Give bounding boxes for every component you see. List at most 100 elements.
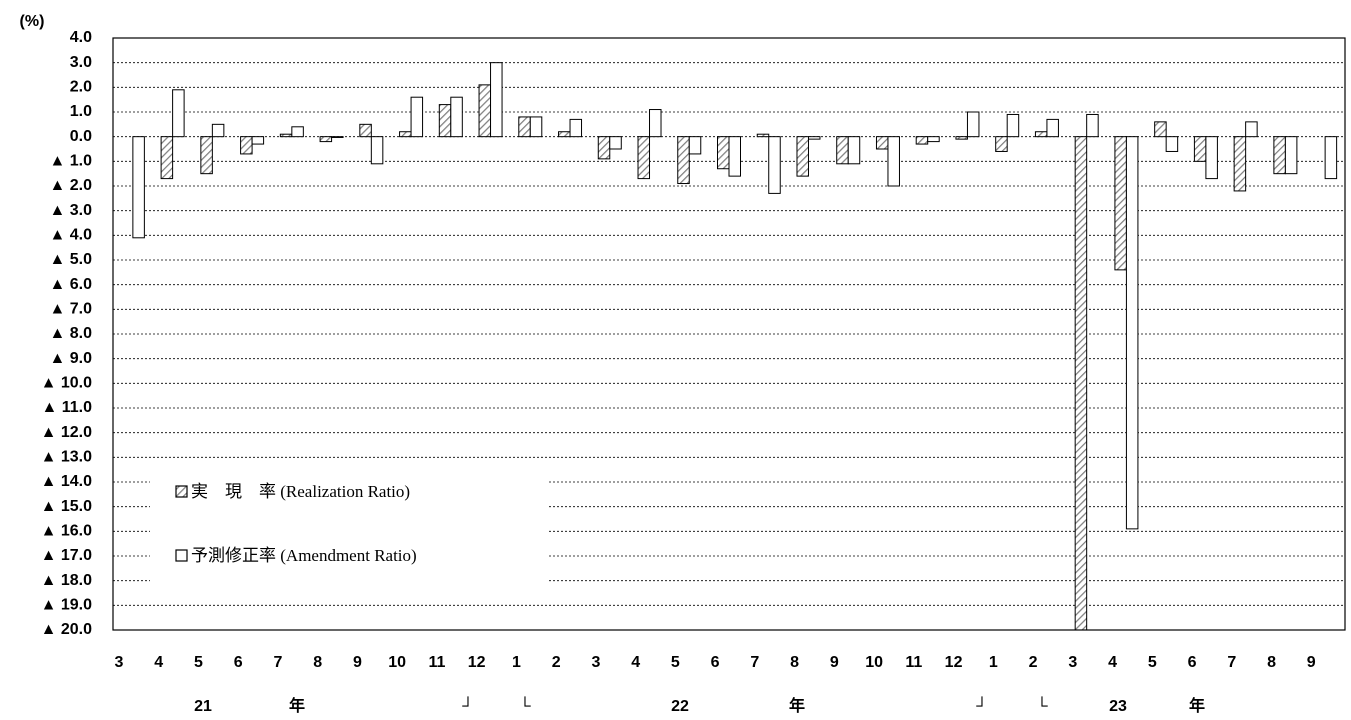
y-tick-label: ▲ 14.0 bbox=[41, 473, 93, 490]
y-tick-label: ▲ 1.0 bbox=[49, 153, 92, 170]
bar bbox=[1324, 136, 1338, 180]
bar bbox=[331, 136, 344, 138]
x-tick-label: 4 bbox=[1108, 654, 1117, 671]
bar bbox=[410, 96, 424, 138]
bar bbox=[399, 131, 412, 138]
bar bbox=[132, 136, 145, 239]
x-tick-label: 6 bbox=[1188, 654, 1197, 671]
y-tick-label: 0.0 bbox=[70, 128, 92, 145]
bar bbox=[251, 136, 265, 145]
x-group-label: 年 bbox=[1189, 696, 1205, 715]
x-tick-label: 9 bbox=[353, 654, 362, 671]
y-tick-label: ▲ 9.0 bbox=[49, 350, 92, 367]
bar bbox=[887, 136, 900, 187]
y-tick-label: ▲ 11.0 bbox=[41, 399, 92, 416]
bar bbox=[1074, 136, 1088, 631]
y-tick-label: ▲ 3.0 bbox=[49, 202, 92, 219]
x-tick-label: 11 bbox=[428, 654, 445, 671]
bar bbox=[172, 89, 185, 138]
bar bbox=[319, 136, 333, 143]
legend-swatch bbox=[175, 485, 188, 498]
bar bbox=[1165, 136, 1179, 152]
y-tick-label: ▲ 12.0 bbox=[41, 424, 93, 441]
y-tick-label: ▲ 15.0 bbox=[41, 498, 93, 515]
x-tick-label: 8 bbox=[313, 654, 322, 671]
bar bbox=[370, 136, 384, 165]
bar bbox=[211, 123, 225, 138]
bar bbox=[847, 136, 861, 165]
bar bbox=[927, 136, 940, 143]
bar bbox=[1284, 136, 1298, 175]
y-tick-label: ▲ 10.0 bbox=[41, 375, 93, 392]
bar bbox=[637, 136, 651, 180]
x-tick-label: 5 bbox=[671, 654, 680, 671]
y-tick-label: ▲ 17.0 bbox=[41, 547, 93, 564]
bar bbox=[609, 136, 622, 150]
x-tick-label: 10 bbox=[865, 654, 883, 671]
x-tick-label: 6 bbox=[234, 654, 243, 671]
bar bbox=[756, 133, 770, 138]
bar bbox=[1034, 131, 1048, 138]
bar bbox=[836, 136, 849, 165]
bar bbox=[1273, 136, 1286, 175]
y-tick-label: ▲ 16.0 bbox=[41, 523, 93, 540]
bar bbox=[1245, 121, 1258, 138]
bar bbox=[649, 109, 662, 138]
bar bbox=[728, 136, 741, 177]
x-tick-label: 1 bbox=[989, 654, 998, 671]
y-tick-label: ▲ 20.0 bbox=[41, 621, 93, 638]
bar bbox=[1114, 136, 1127, 271]
bar bbox=[1125, 136, 1139, 530]
bar bbox=[279, 133, 293, 138]
bar bbox=[529, 116, 543, 138]
x-group-label: 22 bbox=[671, 698, 689, 715]
y-tick-label: ▲ 2.0 bbox=[49, 177, 92, 194]
bar bbox=[160, 136, 174, 180]
bar bbox=[569, 118, 583, 138]
x-group-label: 年 bbox=[789, 696, 805, 715]
bar bbox=[688, 136, 702, 155]
bar bbox=[807, 136, 821, 140]
y-tick-label: ▲ 19.0 bbox=[41, 597, 93, 614]
bar bbox=[1086, 113, 1099, 138]
bar bbox=[1006, 113, 1020, 138]
bar bbox=[1193, 136, 1207, 162]
bar bbox=[1046, 118, 1059, 138]
x-tick-label: 7 bbox=[274, 654, 283, 671]
x-tick-label: 8 bbox=[1267, 654, 1276, 671]
bar bbox=[1154, 121, 1167, 138]
x-tick-label: 7 bbox=[1227, 654, 1236, 671]
x-tick-label: 5 bbox=[1148, 654, 1157, 671]
y-tick-label: 3.0 bbox=[70, 54, 92, 71]
bar bbox=[558, 131, 571, 138]
x-tick-label: 4 bbox=[631, 654, 640, 671]
x-tick-label: 1 bbox=[512, 654, 521, 671]
x-group-label: └ bbox=[519, 696, 531, 715]
bar bbox=[597, 136, 611, 160]
bar bbox=[768, 136, 781, 194]
x-tick-label: 12 bbox=[468, 654, 486, 671]
x-tick-label: 5 bbox=[194, 654, 203, 671]
x-group-label: 年 bbox=[289, 696, 305, 715]
bar bbox=[677, 136, 690, 185]
legend-swatch bbox=[175, 549, 188, 562]
x-tick-label: 10 bbox=[388, 654, 406, 671]
y-tick-label: ▲ 5.0 bbox=[49, 251, 92, 268]
bar bbox=[955, 136, 968, 140]
y-tick-label: ▲ 7.0 bbox=[49, 301, 92, 318]
bar bbox=[915, 136, 929, 145]
legend-box bbox=[150, 468, 548, 590]
x-tick-label: 9 bbox=[830, 654, 839, 671]
x-tick-label: 3 bbox=[1068, 654, 1077, 671]
y-tick-label: ▲ 18.0 bbox=[41, 572, 93, 589]
y-unit-label: (%) bbox=[20, 13, 45, 30]
bar bbox=[717, 136, 730, 170]
x-tick-label: 3 bbox=[591, 654, 600, 671]
bar bbox=[478, 84, 492, 138]
legend: 実 現 率 (Realization Ratio) 予測修正率 (Amendmen… bbox=[150, 468, 548, 590]
bar bbox=[875, 136, 889, 150]
x-tick-label: 12 bbox=[945, 654, 963, 671]
x-tick-label: 4 bbox=[154, 654, 163, 671]
